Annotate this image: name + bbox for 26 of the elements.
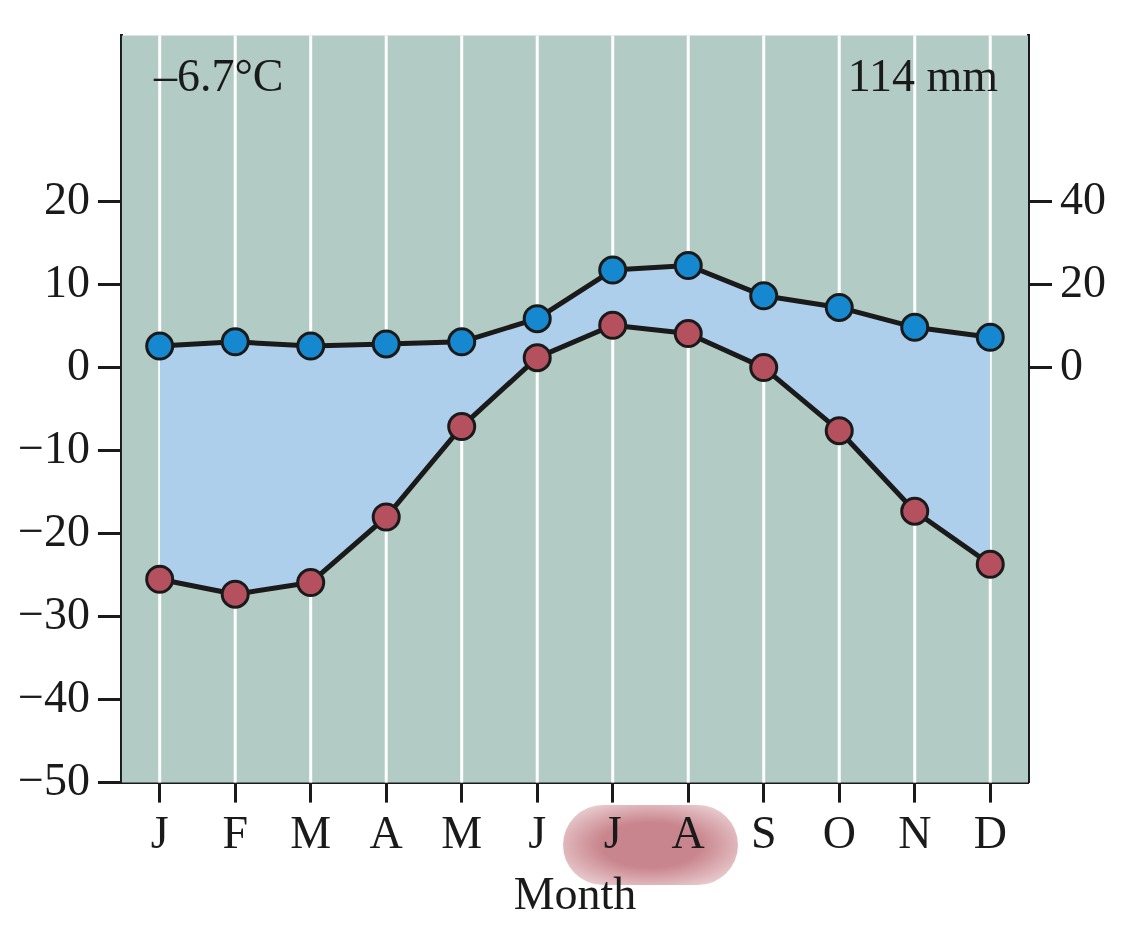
y-tick-label: 10 [43,255,90,307]
x-tick-label: D [973,807,1007,859]
annotation: 114 mm [847,49,999,101]
x-tick-label: M [441,807,483,859]
x-tick-label: F [222,807,248,859]
y-tick-label: 0 [66,338,90,390]
x-tick-label: A [671,807,705,859]
x-tick-label: J [150,807,169,859]
y2-tick-label: 40 [1060,172,1106,224]
y2-tick-label: 20 [1060,255,1106,307]
y-tick-label: −40 [17,670,90,722]
x-tick-label: J [603,807,622,859]
y2-tick-label: 0 [1060,338,1083,390]
x-tick-label: A [369,807,403,859]
x-tick-label: J [528,807,547,859]
x-tick-label: N [898,807,932,859]
y-tick-label: 20 [43,172,90,224]
y-tick-label: −50 [17,753,90,805]
x-axis-title: Month [513,868,637,920]
x-tick-label: M [290,807,332,859]
x-tick-label: S [750,807,777,859]
y-tick-label: −10 [17,421,90,473]
y-tick-label: −20 [17,504,90,556]
x-tick-label: O [822,807,856,859]
annotation: –6.7°C [152,49,284,101]
y-tick-label: −30 [17,587,90,639]
